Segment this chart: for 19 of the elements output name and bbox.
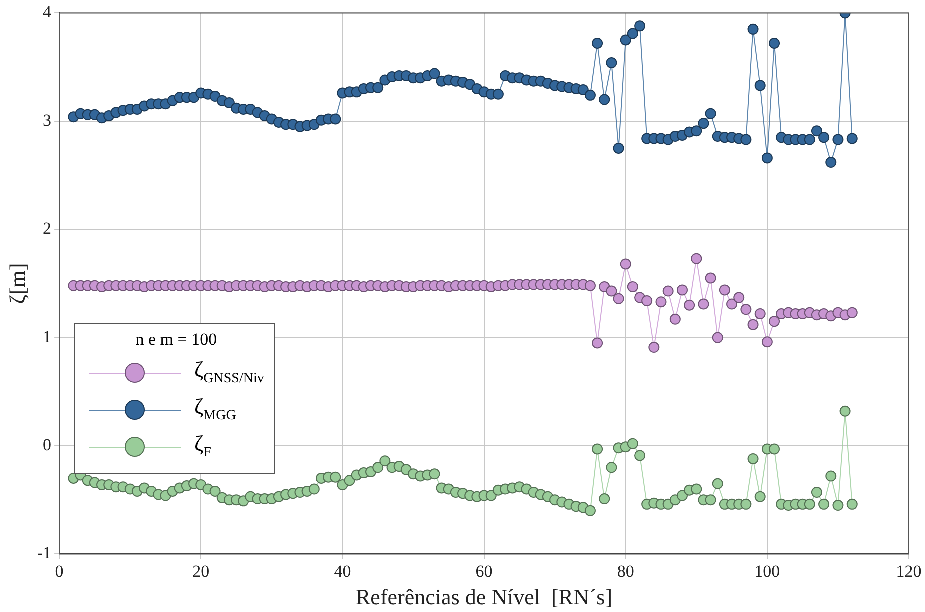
y-tick-label: 0 bbox=[43, 435, 52, 454]
x-tick-label: 60 bbox=[476, 562, 493, 581]
x-tick-label: 80 bbox=[617, 562, 634, 581]
x-tick-label: 0 bbox=[55, 562, 64, 581]
x-tick-label: 120 bbox=[896, 562, 922, 581]
y-tick-label: 1 bbox=[43, 327, 52, 346]
legend-title: n e m = 100 bbox=[134, 330, 218, 350]
legend-label: ζ$_{MGG}$ bbox=[194, 394, 236, 425]
y-tick-label: 2 bbox=[43, 219, 52, 238]
legend-label: ζ$_{GNSS/Niv}$ bbox=[194, 357, 264, 388]
x-axis-title: Referências de Nível [RN´s] bbox=[356, 584, 613, 610]
y-tick-label: -1 bbox=[37, 544, 52, 563]
y-tick-label: 4 bbox=[43, 2, 52, 22]
x-tick-label: 40 bbox=[334, 562, 352, 581]
x-tick-label: 20 bbox=[192, 562, 210, 581]
legend-label: ζ$_{F}$ bbox=[194, 431, 212, 462]
y-tick-label: 3 bbox=[43, 110, 52, 130]
x-tick-label: 100 bbox=[754, 562, 780, 581]
y-axis-title: ζ[m] bbox=[4, 263, 30, 304]
